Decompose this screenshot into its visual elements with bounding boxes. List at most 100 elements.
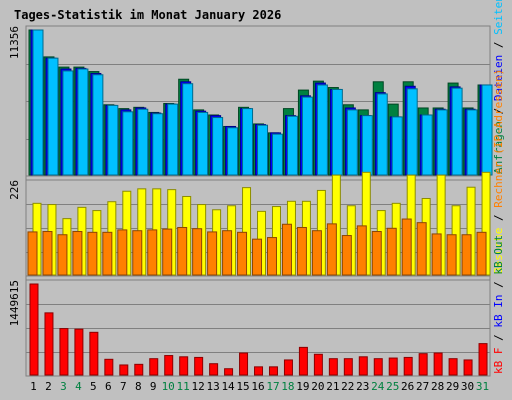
bar-seiten-day-20 [316, 84, 328, 176]
legend-item: kB F [492, 348, 505, 375]
bar-kb-f-day-18 [283, 359, 293, 376]
bar-kb-f-day-11 [179, 356, 189, 376]
x-tick-label-11: 11 [177, 380, 190, 393]
bar-rechner-ip-adressen--day-26 [401, 218, 412, 276]
x-tick-label-26: 26 [401, 380, 414, 393]
bar-seiten-day-14 [227, 127, 239, 176]
bar-seiten-day-3 [62, 70, 74, 176]
x-tick-label-12: 12 [192, 380, 205, 393]
x-tick-label-17: 17 [266, 380, 279, 393]
bar-rechner-ip-adressen--day-28 [431, 233, 442, 276]
bar-rechner-ip-adressen--day-9 [147, 229, 158, 276]
bar-rechner-ip-adressen--day-7 [117, 229, 128, 276]
bar-seiten-day-31 [481, 84, 493, 176]
bar-rechner-ip-adressen--day-18 [281, 223, 292, 276]
bar-rechner-ip-adressen--day-6 [102, 231, 113, 276]
x-tick-label-8: 8 [135, 380, 142, 393]
bar-kb-f-day-28 [433, 352, 443, 376]
bar-rechner-ip-adressen--day-21 [326, 223, 337, 276]
bar-seiten-day-17 [271, 133, 283, 176]
bar-seiten-day-8 [137, 108, 149, 176]
bar-seiten-day-21 [331, 88, 343, 176]
bar-seiten-day-4 [77, 68, 89, 176]
bar-kb-f-day-31 [478, 343, 488, 376]
legend-item: / [492, 208, 505, 228]
bar-rechner-ip-adressen--day-5 [87, 231, 98, 276]
x-tick-label-5: 5 [90, 380, 97, 393]
bar-rechner-ip-adressen--day-2 [42, 231, 53, 276]
bar-seiten-day-28 [436, 109, 448, 176]
x-tick-label-23: 23 [356, 380, 369, 393]
legend-item: Besuche [492, 228, 505, 274]
bar-seiten-day-5 [92, 74, 104, 176]
legend-traffic: kB F / kB In / kB Out [492, 235, 505, 374]
bar-kb-f-day-5 [89, 331, 99, 376]
x-tick-label-27: 27 [416, 380, 429, 393]
x-tick-label-15: 15 [236, 380, 249, 393]
bar-rechner-ip-adressen--day-24 [371, 231, 382, 276]
bar-seiten-day-27 [421, 114, 433, 176]
bar-rechner-ip-adressen--day-20 [311, 230, 322, 276]
bar-seiten-day-2 [47, 57, 59, 176]
bar-rechner-ip-adressen--day-11 [177, 226, 188, 276]
bar-rechner-ip-adressen--day-15 [237, 231, 248, 276]
bar-seiten-day-7 [122, 111, 134, 176]
x-tick-label-19: 19 [296, 380, 309, 393]
x-tick-label-6: 6 [105, 380, 112, 393]
bar-kb-f-day-27 [418, 353, 428, 376]
x-tick-label-24: 24 [371, 380, 385, 393]
bar-kb-f-day-19 [298, 346, 308, 376]
legend-visits: Besuche / Rechner (IP-Adressen) [492, 69, 505, 274]
bar-rechner-ip-adressen--day-8 [132, 230, 143, 276]
bar-rechner-ip-adressen--day-19 [296, 226, 307, 276]
bar-rechner-ip-adressen--day-23 [356, 225, 367, 276]
legend-item: / [492, 275, 505, 295]
bar-rechner-ip-adressen--day-29 [446, 234, 457, 276]
x-tick-label-10: 10 [162, 380, 175, 393]
bar-kb-f-day-25 [388, 357, 398, 376]
bar-kb-f-day-17 [268, 366, 278, 376]
x-tick-label-20: 20 [311, 380, 324, 393]
bar-kb-f-day-14 [224, 368, 234, 376]
bar-seiten-day-24 [376, 93, 388, 176]
bar-seiten-day-16 [257, 124, 269, 176]
bar-kb-f-day-10 [164, 355, 174, 376]
bar-kb-f-day-20 [313, 353, 323, 376]
legend-item: Seiten [492, 0, 505, 35]
legend-item: / [492, 101, 505, 121]
bar-rechner-ip-adressen--day-17 [266, 237, 277, 276]
bar-seiten-day-18 [286, 115, 298, 176]
x-tick-label-29: 29 [446, 380, 459, 393]
bar-rechner-ip-adressen--day-4 [72, 231, 83, 276]
bar-seiten-day-30 [466, 109, 478, 176]
x-tick-label-21: 21 [326, 380, 339, 393]
bar-kb-f-day-4 [74, 328, 84, 376]
panel-requests: 11356 Anfragen / Dateien / Seiten [8, 0, 505, 177]
bar-kb-f-day-2 [44, 312, 54, 376]
x-tick-label-18: 18 [281, 380, 294, 393]
bar-rechner-ip-adressen--day-25 [386, 227, 397, 276]
x-tick-label-7: 7 [120, 380, 127, 393]
bar-seiten-day-26 [406, 88, 418, 176]
y-max-label: 226 [8, 180, 21, 200]
series-seiten [32, 29, 493, 176]
bar-seiten-day-22 [346, 109, 358, 176]
legend-item: / [492, 328, 505, 348]
bar-rechner-ip-adressen--day-10 [162, 228, 173, 276]
x-tick-label-1: 1 [30, 380, 37, 393]
x-tick-label-14: 14 [221, 380, 235, 393]
bar-rechner-ip-adressen--day-31 [476, 231, 487, 276]
bar-kb-f-day-12 [194, 356, 204, 376]
x-tick-label-30: 30 [461, 380, 474, 393]
y-max-label: 1449615 [8, 280, 21, 326]
x-tick-label-31: 31 [476, 380, 489, 393]
x-tick-label-4: 4 [75, 380, 82, 393]
chart-panels: 11356 Anfragen / Dateien / Seiten 226 Besuc… [8, 0, 505, 377]
bar-kb-f-day-6 [104, 358, 114, 376]
bar-rechner-ip-adressen--day-16 [252, 238, 263, 276]
bar-kb-f-day-15 [239, 352, 249, 376]
bar-kb-f-day-24 [373, 358, 383, 376]
bar-kb-f-day-21 [328, 358, 338, 376]
bar-kb-f-day-7 [119, 364, 129, 376]
